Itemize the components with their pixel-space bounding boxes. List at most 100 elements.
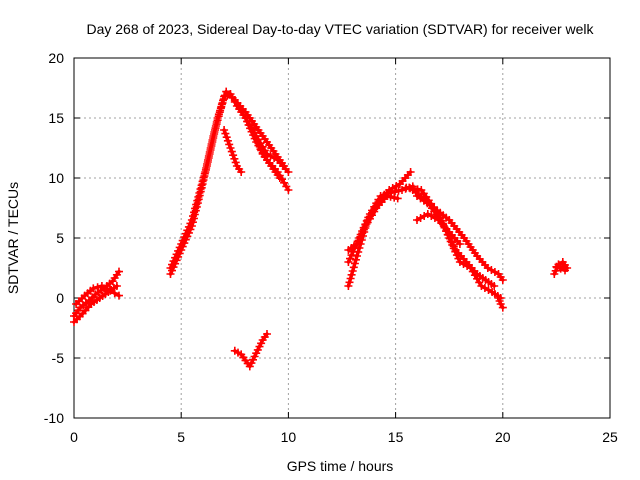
data-point xyxy=(207,142,216,150)
data-point xyxy=(230,154,239,163)
data-point xyxy=(211,126,219,134)
data-point xyxy=(284,168,293,176)
data-point xyxy=(225,140,234,149)
y-tick-label: 0 xyxy=(56,290,64,306)
data-point xyxy=(354,236,363,245)
data-point xyxy=(221,129,230,138)
data-point xyxy=(345,278,354,287)
data-point xyxy=(243,117,252,126)
data-point xyxy=(344,282,353,290)
data-point xyxy=(348,267,357,275)
series-rise-b xyxy=(166,87,289,272)
data-point xyxy=(206,146,215,154)
data-point xyxy=(257,146,266,155)
data-point xyxy=(115,291,123,300)
data-point xyxy=(190,208,199,217)
data-point xyxy=(455,240,464,248)
data-point xyxy=(280,162,289,170)
data-point xyxy=(349,263,358,272)
data-point xyxy=(251,132,260,140)
series-fall-a xyxy=(220,126,246,176)
data-point xyxy=(97,282,106,290)
data-point xyxy=(198,177,207,186)
data-point xyxy=(498,303,507,312)
data-point xyxy=(254,139,263,148)
data-point xyxy=(347,270,356,279)
series-mid-c xyxy=(344,192,402,254)
data-point xyxy=(184,222,193,231)
y-tick-label: 15 xyxy=(48,110,64,126)
data-point xyxy=(358,229,367,238)
series-late xyxy=(550,258,572,278)
x-tick-label: 0 xyxy=(70,429,78,445)
x-tick-label: 10 xyxy=(281,429,297,445)
data-point xyxy=(449,242,458,251)
data-point xyxy=(284,186,293,194)
y-tick-label: -10 xyxy=(44,410,64,426)
data-point xyxy=(220,126,229,134)
data-point xyxy=(231,158,240,167)
data-point xyxy=(178,236,187,245)
data-point xyxy=(192,200,201,209)
data-point xyxy=(106,286,115,295)
x-tick-label: 25 xyxy=(602,429,618,445)
data-point xyxy=(263,330,271,338)
data-point xyxy=(218,98,227,107)
data-point xyxy=(226,144,235,152)
data-point xyxy=(556,264,565,273)
data-point xyxy=(194,192,203,201)
data-point xyxy=(93,283,102,292)
y-tick-label: 5 xyxy=(56,230,64,246)
data-point xyxy=(219,95,228,104)
data-point xyxy=(202,162,211,170)
data-point xyxy=(203,158,212,166)
data-point xyxy=(237,168,246,176)
data-point xyxy=(210,130,219,138)
data-point xyxy=(208,138,217,146)
series-early-c xyxy=(72,282,123,308)
series-trace xyxy=(168,89,286,270)
series-tail xyxy=(494,294,507,312)
y-axis-label: SDTVAR / TECUs xyxy=(5,182,21,294)
data-point xyxy=(193,196,202,205)
chart-title: Day 268 of 2023, Sidereal Day-to-day VTE… xyxy=(86,21,594,37)
data-point xyxy=(204,154,213,162)
data-point xyxy=(353,252,361,260)
data-point xyxy=(196,185,205,194)
data-point xyxy=(346,254,354,263)
data-point xyxy=(199,173,208,182)
series-mid-a xyxy=(344,168,415,290)
data-point xyxy=(189,212,197,221)
data-point xyxy=(490,282,499,290)
data-point xyxy=(353,240,361,248)
data-point xyxy=(115,267,123,276)
series-fall-c xyxy=(250,128,284,182)
data-point xyxy=(250,128,259,137)
data-point xyxy=(350,259,359,268)
data-point xyxy=(346,274,355,283)
data-point xyxy=(209,134,218,142)
data-point xyxy=(187,216,196,224)
series-decline-d xyxy=(413,210,464,248)
data-point xyxy=(213,114,222,122)
data-point xyxy=(552,262,561,271)
y-tick-label: 20 xyxy=(48,50,64,66)
x-axis-label: GPS time / hours xyxy=(287,458,394,474)
data-point xyxy=(205,150,214,158)
data-point xyxy=(359,225,368,234)
data-point xyxy=(498,276,507,284)
data-point xyxy=(393,194,402,203)
x-tick-label: 15 xyxy=(388,429,404,445)
data-point xyxy=(448,238,456,247)
series-trace xyxy=(168,92,291,276)
data-point xyxy=(110,289,119,298)
data-point xyxy=(398,186,406,194)
data-point xyxy=(214,110,223,119)
axis-ticks: 0 5 10 15 20 25 -10 -5 0 5 10 15 20 xyxy=(44,50,618,445)
data-point xyxy=(197,181,206,190)
x-tick-label: 20 xyxy=(495,429,511,445)
data-point xyxy=(227,147,236,156)
data-point xyxy=(253,135,261,144)
data-point xyxy=(102,284,111,293)
